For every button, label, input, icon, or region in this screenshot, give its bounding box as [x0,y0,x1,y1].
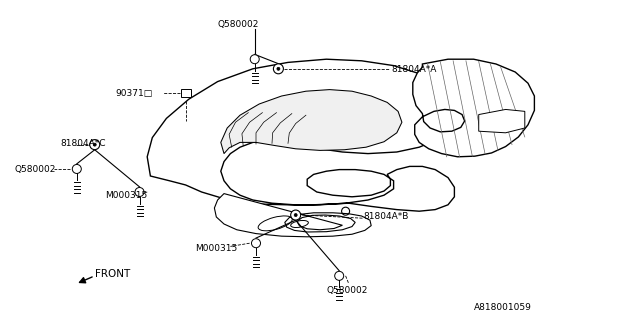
Polygon shape [479,109,525,133]
Text: Q580002: Q580002 [14,165,56,174]
Text: 81804A*A: 81804A*A [392,65,437,74]
Polygon shape [413,59,534,157]
Circle shape [90,140,100,150]
Circle shape [250,55,259,64]
Text: M000315: M000315 [195,244,237,253]
Circle shape [93,143,96,146]
Text: 81804A*C: 81804A*C [61,139,106,148]
FancyBboxPatch shape [180,89,191,97]
Text: M000315: M000315 [106,191,148,200]
Circle shape [135,188,144,196]
Circle shape [72,164,81,173]
Text: A818001059: A818001059 [474,303,531,312]
Circle shape [273,64,284,74]
Text: Q580002: Q580002 [326,286,368,295]
Text: 81804A*B: 81804A*B [364,212,409,221]
Polygon shape [214,194,371,237]
Polygon shape [221,90,402,154]
Circle shape [294,213,297,217]
Circle shape [291,210,301,220]
Text: 90371□: 90371□ [115,89,152,98]
Polygon shape [147,59,458,211]
Text: FRONT: FRONT [95,268,130,279]
Circle shape [335,271,344,280]
Text: Q580002: Q580002 [218,20,259,28]
Circle shape [252,239,260,248]
Circle shape [277,67,280,70]
